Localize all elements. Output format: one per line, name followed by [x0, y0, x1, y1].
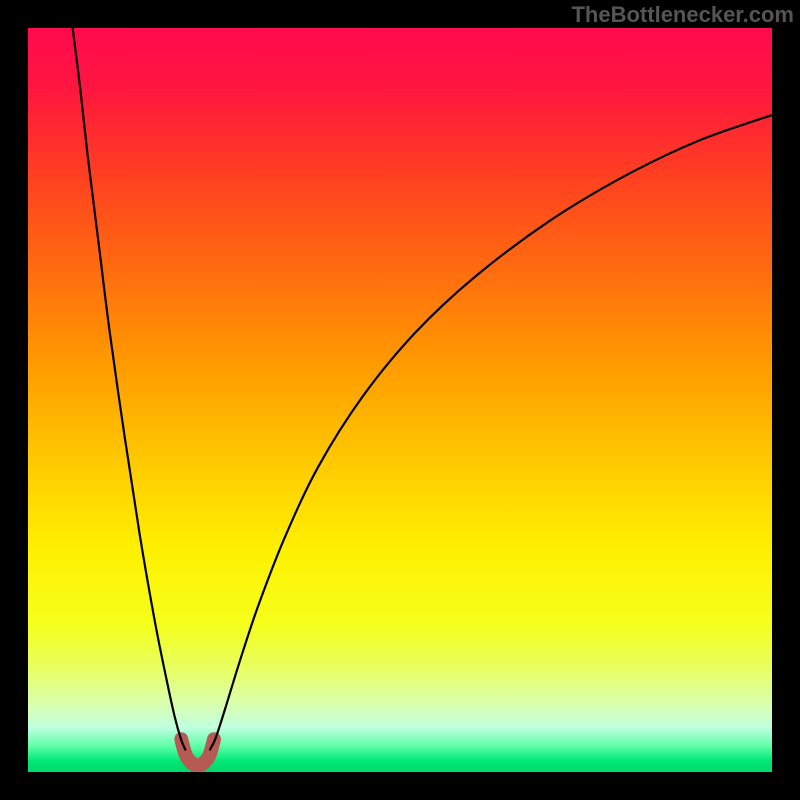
- plot-area: [28, 28, 772, 772]
- gradient-background: [28, 28, 772, 772]
- watermark-text: TheBottlenecker.com: [571, 2, 794, 28]
- chart-frame: [0, 0, 800, 800]
- plot-svg: [28, 28, 772, 772]
